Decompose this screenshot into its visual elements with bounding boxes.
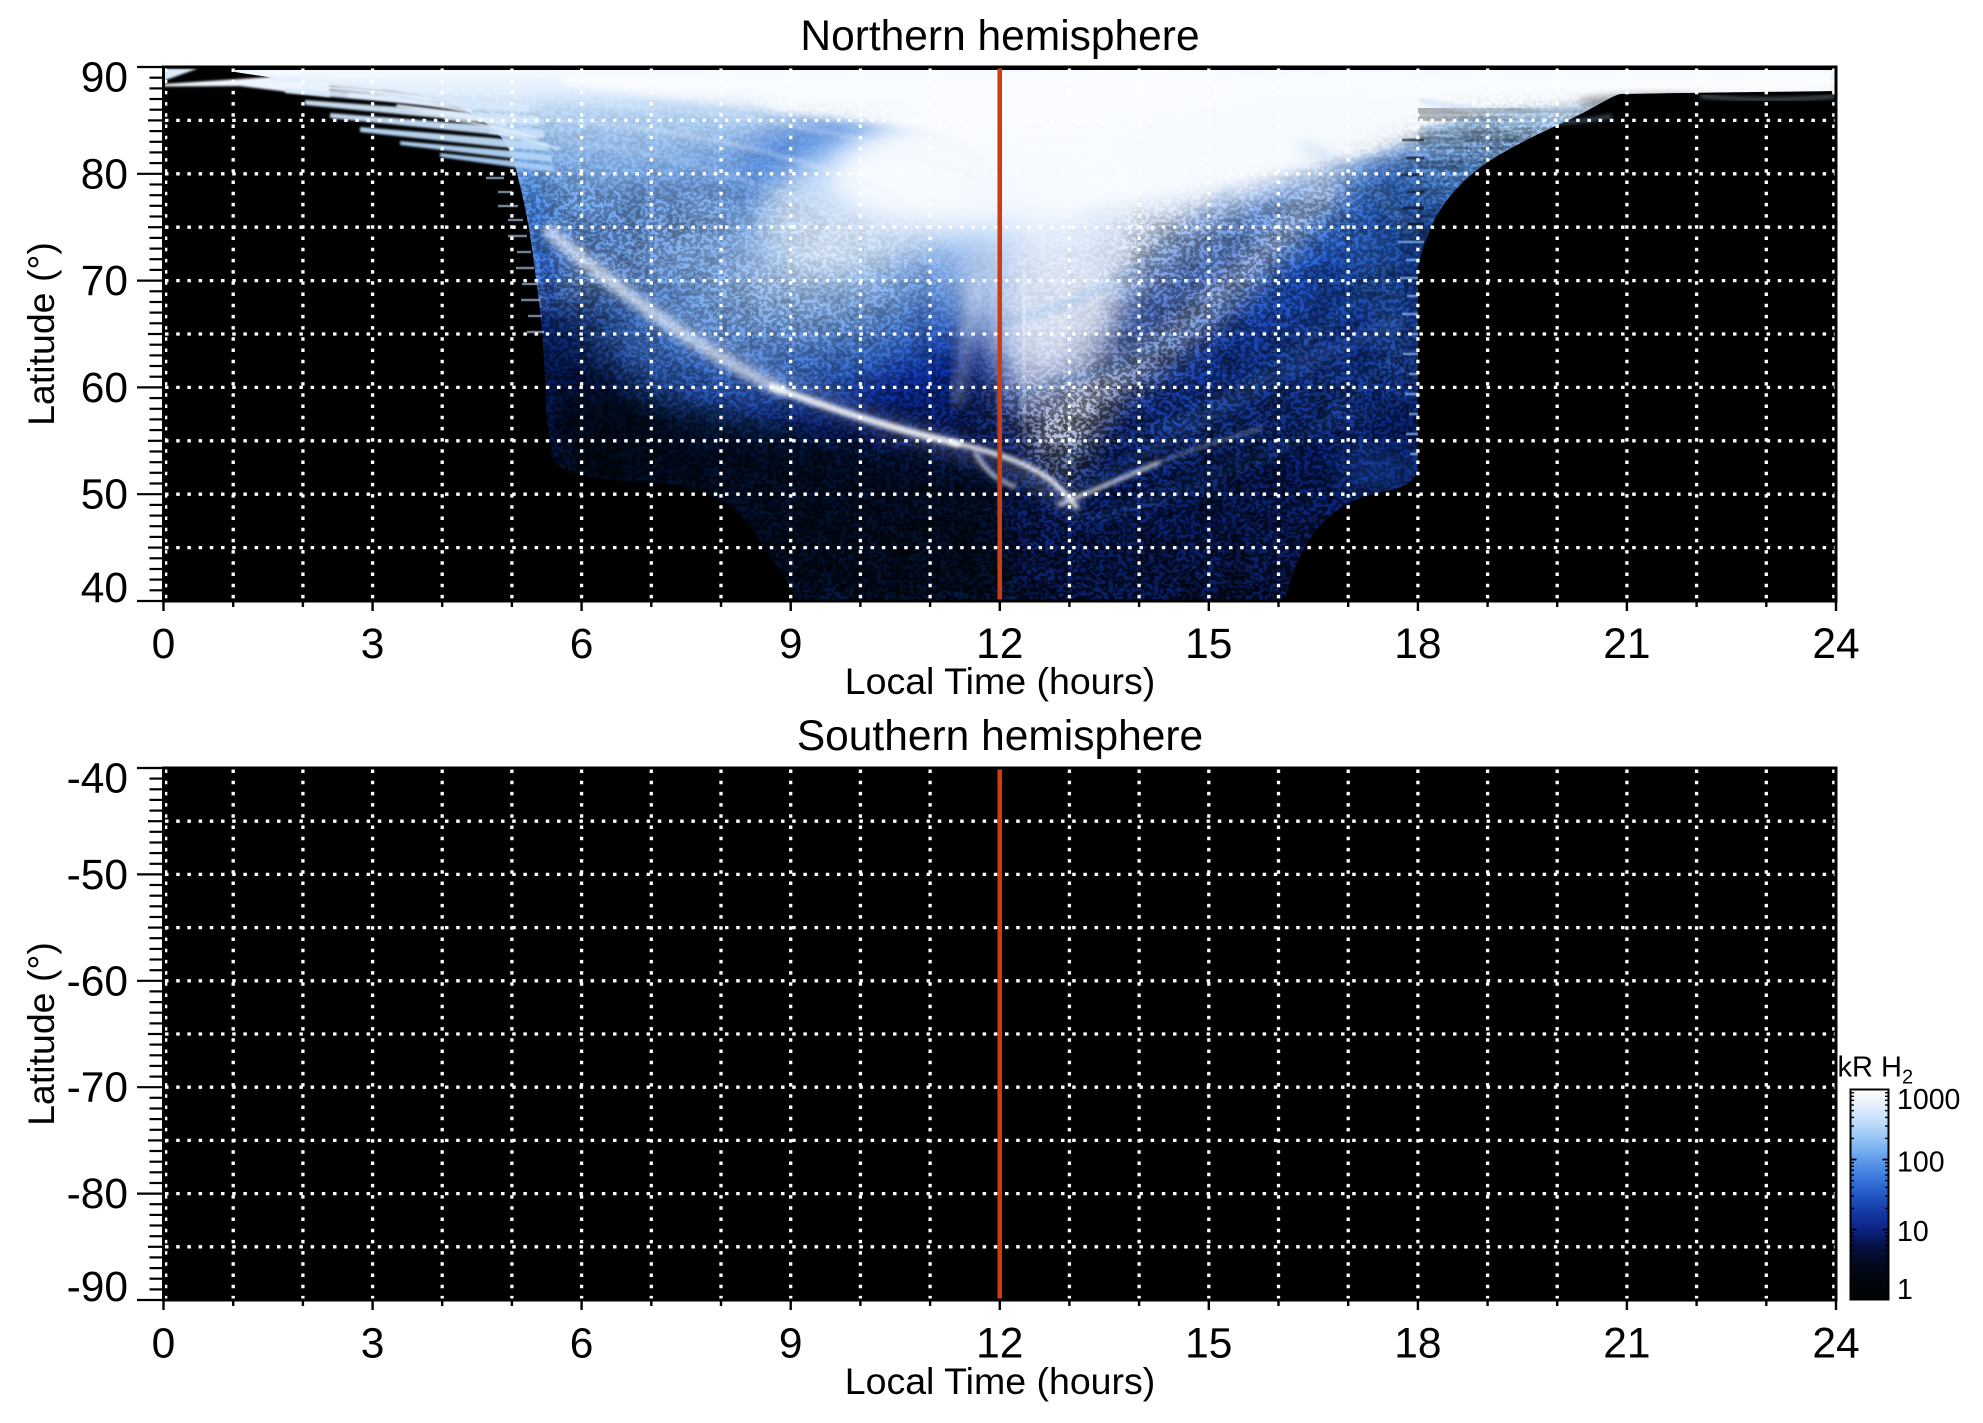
svg-text:0: 0 xyxy=(152,621,176,668)
svg-text:6: 6 xyxy=(570,1321,594,1368)
svg-text:3: 3 xyxy=(361,1321,385,1368)
svg-text:10: 10 xyxy=(1897,1216,1929,1248)
svg-text:70: 70 xyxy=(81,258,128,305)
svg-text:kR H2: kR H2 xyxy=(1838,1051,1914,1088)
svg-text:12: 12 xyxy=(976,621,1023,668)
svg-text:18: 18 xyxy=(1394,621,1441,668)
svg-text:-80: -80 xyxy=(67,1171,128,1218)
svg-text:24: 24 xyxy=(1812,621,1859,668)
svg-text:18: 18 xyxy=(1394,1321,1441,1368)
svg-text:6: 6 xyxy=(570,621,594,668)
svg-text:24: 24 xyxy=(1812,1321,1859,1368)
svg-text:21: 21 xyxy=(1603,621,1650,668)
svg-text:Latitude (°): Latitude (°) xyxy=(20,242,62,426)
svg-text:1000: 1000 xyxy=(1897,1084,1960,1116)
svg-text:60: 60 xyxy=(81,365,128,412)
svg-text:80: 80 xyxy=(81,151,128,198)
svg-text:12: 12 xyxy=(976,1321,1023,1368)
svg-text:50: 50 xyxy=(81,472,128,519)
svg-text:Local Time (hours): Local Time (hours) xyxy=(845,660,1156,702)
svg-text:Northern hemisphere: Northern hemisphere xyxy=(800,13,1199,60)
svg-text:-90: -90 xyxy=(67,1264,128,1311)
svg-text:90: 90 xyxy=(81,55,128,102)
svg-text:40: 40 xyxy=(81,565,128,612)
svg-text:1: 1 xyxy=(1897,1274,1913,1306)
svg-text:0: 0 xyxy=(152,1321,176,1368)
svg-text:15: 15 xyxy=(1185,1321,1232,1368)
svg-text:15: 15 xyxy=(1185,621,1232,668)
svg-text:-40: -40 xyxy=(67,756,128,803)
svg-text:Local Time (hours): Local Time (hours) xyxy=(845,1360,1156,1402)
svg-text:Latitude (°): Latitude (°) xyxy=(20,942,62,1126)
svg-text:9: 9 xyxy=(779,1321,803,1368)
svg-text:9: 9 xyxy=(779,621,803,668)
svg-text:Southern hemisphere: Southern hemisphere xyxy=(797,713,1203,760)
svg-text:100: 100 xyxy=(1897,1146,1945,1178)
svg-text:-70: -70 xyxy=(67,1065,128,1112)
svg-text:3: 3 xyxy=(361,621,385,668)
svg-text:-60: -60 xyxy=(67,958,128,1005)
svg-text:21: 21 xyxy=(1603,1321,1650,1368)
svg-text:-50: -50 xyxy=(67,852,128,899)
